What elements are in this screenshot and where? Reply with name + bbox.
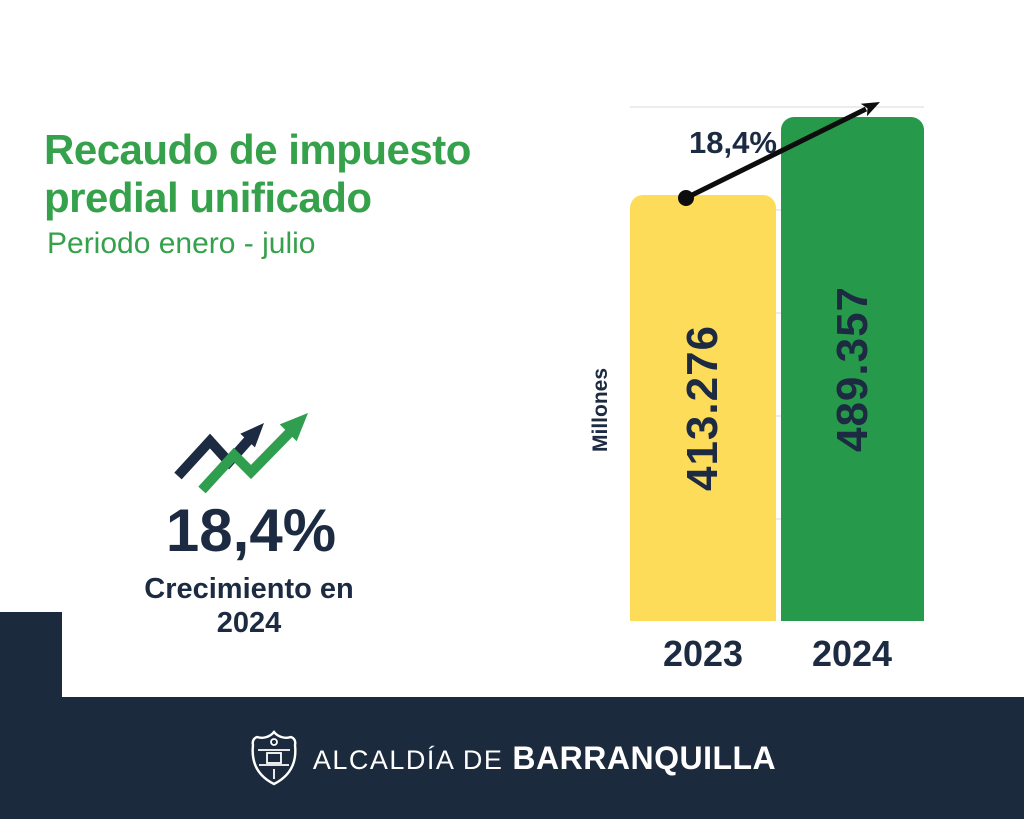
footer-logo-group: ALCALDÍA DE BARRANQUILLA: [248, 729, 776, 787]
footer-org-text: ALCALDÍA DE BARRANQUILLA: [313, 740, 776, 777]
y-axis-label: Millones: [589, 367, 612, 453]
x-axis-label-2024: 2024: [811, 633, 893, 674]
gridline: [630, 209, 924, 211]
footer-org-prefix: ALCALDÍA DE: [312, 744, 504, 775]
gridline: [630, 518, 924, 520]
page-title-line1: Recaudo de impuesto: [44, 126, 471, 173]
growth-caption-line1: Crecimiento en: [144, 573, 354, 605]
bar-2023: 413.276: [630, 195, 776, 621]
gridline: [630, 312, 924, 314]
bar-2024: 489.357: [781, 117, 924, 621]
page-title: Recaudo de impuesto predial unificado: [44, 126, 471, 222]
y-axis-label-wrap: Millones: [589, 368, 613, 452]
x-axis-label-2023: 2023: [662, 633, 744, 674]
bar-2024-value: 489.357: [827, 285, 877, 453]
growth-percentage: 18,4%: [165, 497, 337, 564]
page-subtitle: Periodo enero - julio: [47, 227, 316, 260]
growth-annotation-label: 18,4%: [689, 125, 777, 160]
bar-2023-value: 413.276: [678, 324, 727, 492]
gridline: [630, 106, 924, 108]
gridline: [630, 415, 924, 417]
growth-caption-line2: 2024: [216, 607, 282, 639]
corner-accent-block: [0, 612, 62, 698]
footer-bar: ALCALDÍA DE BARRANQUILLA: [0, 697, 1024, 819]
footer-org-name: BARRANQUILLA: [512, 739, 777, 776]
growth-caption: Crecimiento en 2024: [144, 572, 354, 640]
growth-trend-icon: [174, 413, 308, 493]
page-title-line2: predial unificado: [44, 174, 372, 221]
barranquilla-crest-icon: [251, 730, 297, 786]
